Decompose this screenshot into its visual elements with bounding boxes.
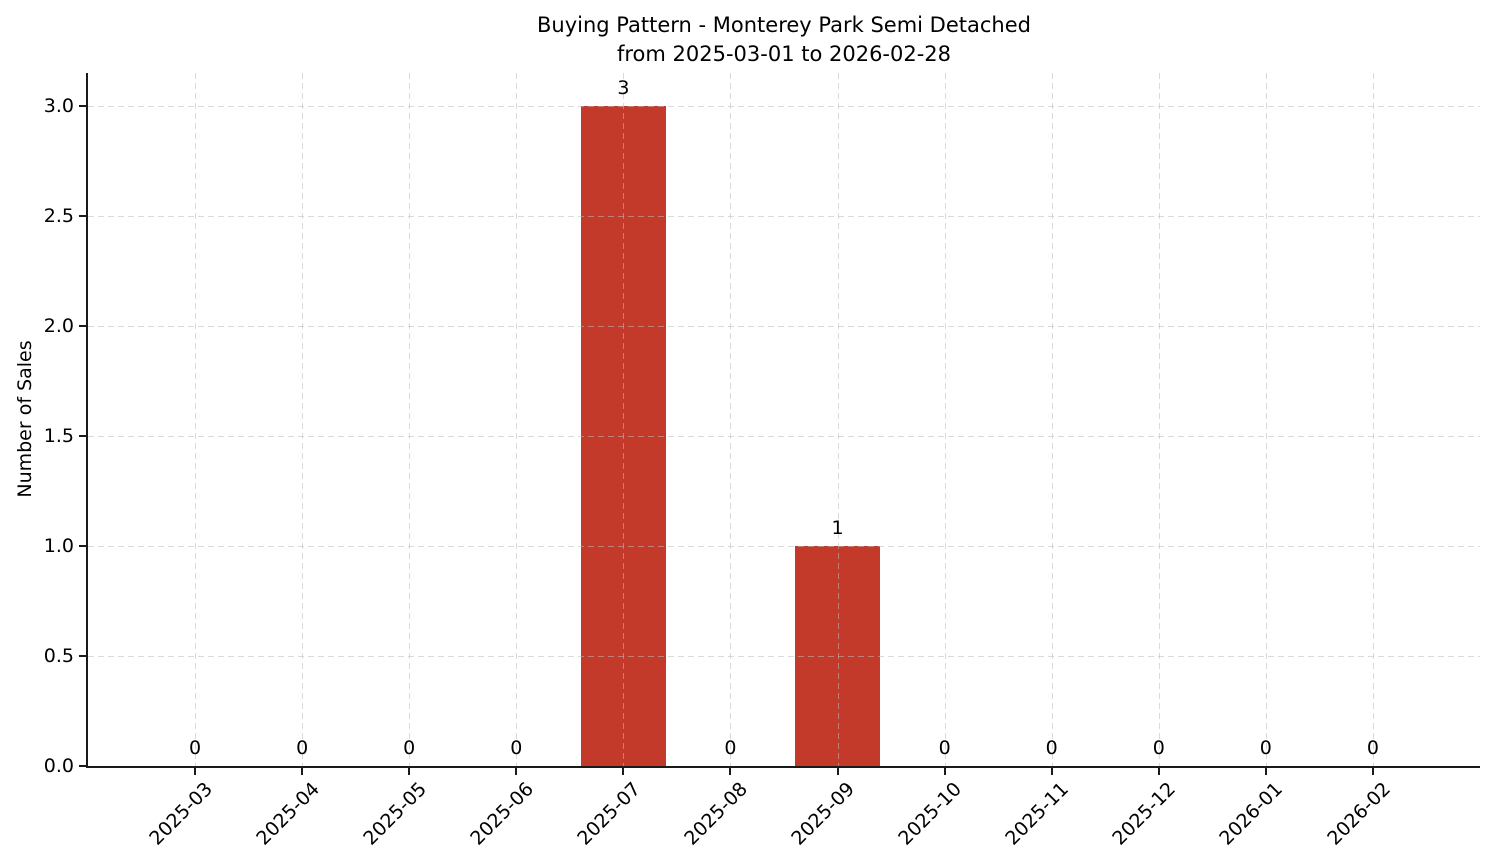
y-tick — [79, 325, 86, 327]
y-tick-label: 2.0 — [43, 315, 74, 337]
x-tick-label: 2025-12 — [1108, 778, 1181, 850]
y-tick — [79, 655, 86, 657]
x-grid-line — [195, 73, 197, 766]
bar-value-label: 0 — [510, 737, 523, 759]
bar-value-label: 3 — [617, 77, 630, 99]
bar-value-label: 0 — [296, 737, 309, 759]
x-tick — [515, 768, 518, 775]
chart-title: Buying Pattern - Monterey Park Semi Deta… — [88, 11, 1480, 69]
y-grid-line — [88, 326, 1480, 327]
x-tick — [622, 768, 625, 775]
x-tick-label: 2026-01 — [1215, 778, 1288, 850]
x-grid-line — [1051, 73, 1053, 766]
chart-title-line-1: Buying Pattern - Monterey Park Semi Deta… — [537, 13, 1031, 37]
x-tick-label: 2025-10 — [894, 778, 967, 850]
y-tick-label: 1.5 — [43, 425, 74, 447]
y-tick — [79, 105, 86, 107]
x-tick-label: 2025-03 — [144, 778, 217, 850]
x-grid-line — [944, 73, 946, 766]
y-axis-label: Number of Sales — [14, 340, 36, 498]
y-tick — [79, 545, 86, 547]
x-grid-line — [730, 73, 732, 766]
bar-value-label: 0 — [1259, 737, 1272, 759]
bar-value-label: 1 — [831, 517, 844, 539]
x-tick-label: 2025-08 — [680, 778, 753, 850]
x-grid-line — [409, 73, 411, 766]
y-grid-line — [88, 106, 1480, 107]
x-tick-label: 2025-05 — [359, 778, 431, 850]
bar-value-label: 0 — [403, 737, 416, 759]
x-tick — [1050, 768, 1053, 775]
x-grid-line — [1265, 73, 1267, 766]
chart-title-line-2: from 2025-03-01 to 2026-02-28 — [616, 42, 952, 66]
bar-value-label: 0 — [1152, 737, 1165, 759]
y-tick — [79, 435, 86, 437]
plot-area: 0 0 0 0 3 0 1 0 0 0 0 0 0.0 0.5 1.0 1.5 2.0 2.5 3.0 2025-03… — [44, 73, 1480, 850]
x-tick — [943, 768, 946, 775]
x-tick-label: 2025-04 — [252, 778, 324, 850]
bar-value-label: 0 — [189, 737, 202, 759]
x-grid-line — [516, 73, 518, 766]
x-grid-line — [623, 73, 625, 766]
x-tick — [729, 768, 732, 775]
x-tick — [836, 768, 839, 775]
x-tick — [1264, 768, 1267, 775]
bar-value-label: 0 — [1366, 737, 1379, 759]
y-grid-line — [88, 436, 1480, 437]
y-grid-line — [88, 546, 1480, 547]
y-tick — [79, 215, 86, 217]
x-grid-line — [837, 73, 839, 766]
x-grid-line — [1158, 73, 1160, 766]
y-tick-label: 0.0 — [43, 755, 74, 777]
x-grid-line — [1372, 73, 1374, 766]
x-tick-label: 2025-06 — [466, 778, 538, 850]
x-tick-label: 2026-02 — [1322, 778, 1395, 850]
x-tick-label: 2025-11 — [1001, 778, 1074, 850]
x-tick-label: 2025-07 — [573, 778, 645, 850]
y-tick-label: 3.0 — [43, 95, 74, 117]
bar-value-label: 0 — [724, 737, 737, 759]
x-tick — [1371, 768, 1374, 775]
x-tick — [408, 768, 411, 775]
y-tick-label: 0.5 — [43, 645, 74, 667]
y-grid-line — [88, 656, 1480, 657]
x-tick-label: 2025-09 — [787, 778, 860, 850]
x-tick — [1157, 768, 1160, 775]
x-tick — [301, 768, 304, 775]
bar-value-label: 0 — [1045, 737, 1058, 759]
x-tick — [194, 768, 197, 775]
y-tick-label: 1.0 — [43, 535, 74, 557]
y-tick — [79, 765, 86, 767]
bar-value-label: 0 — [938, 737, 951, 759]
y-tick-label: 2.5 — [43, 205, 74, 227]
y-grid-line — [88, 216, 1480, 217]
x-grid-line — [302, 73, 304, 766]
